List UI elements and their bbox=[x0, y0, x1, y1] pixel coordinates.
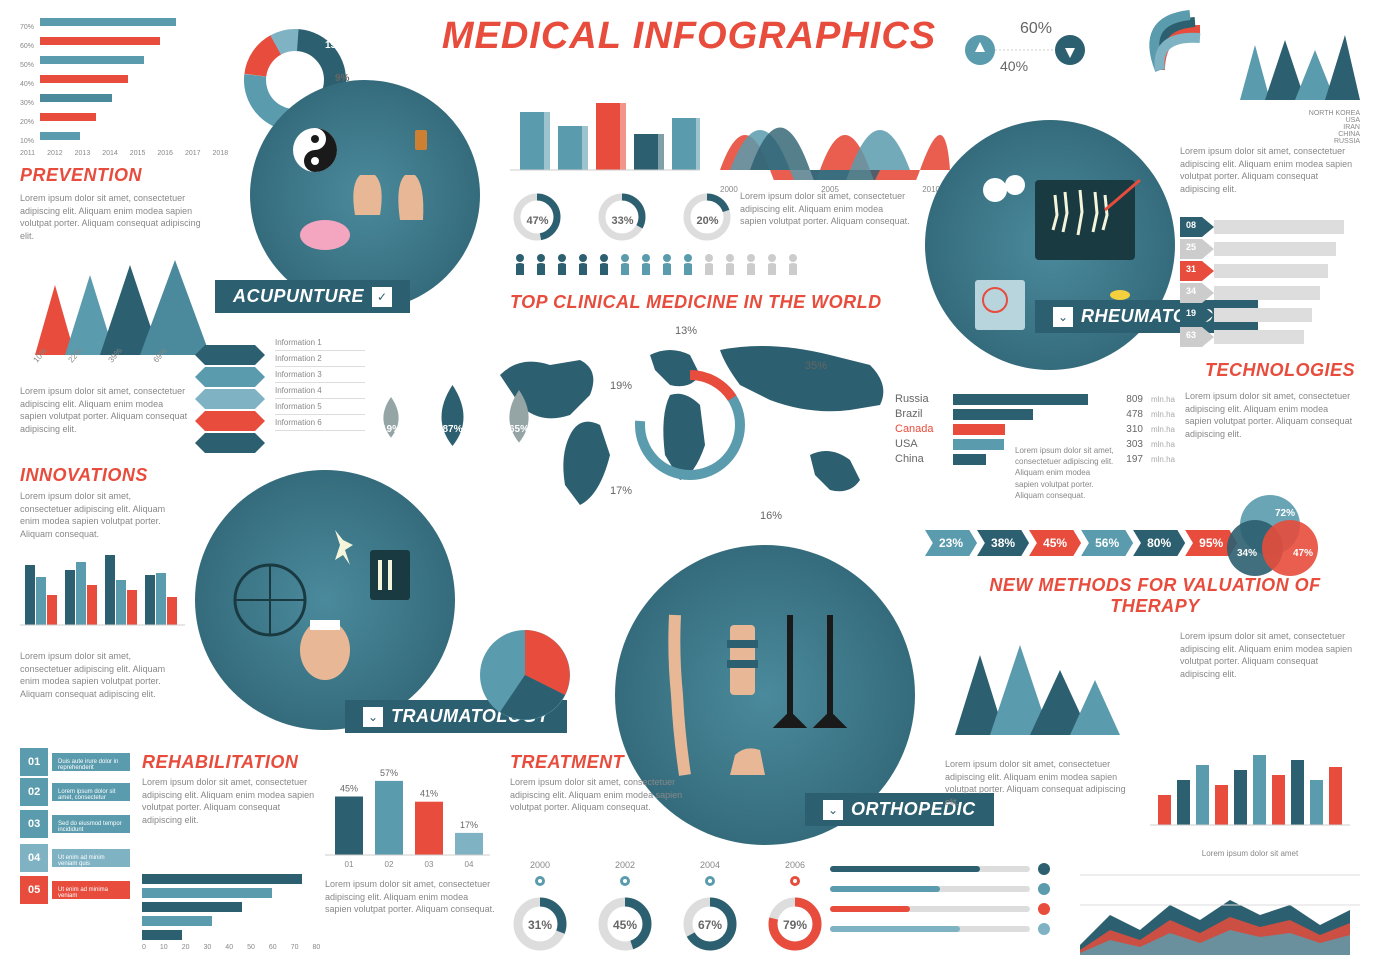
svg-text:04: 04 bbox=[465, 860, 474, 869]
triangle-peaks: NORTH KOREAUSAIRANCHINARUSSIA bbox=[1230, 30, 1360, 115]
rehab-hbars: 01020304050607080 bbox=[142, 870, 320, 951]
therapy-triangles bbox=[945, 625, 1165, 750]
tech-desc: Lorem ipsum dolor sit amet, consectetuer… bbox=[1185, 390, 1355, 440]
area-chart bbox=[1080, 855, 1360, 970]
prevention-hbars: 70%60%50%40%30%20%10% 201120122013201420… bbox=[20, 15, 220, 157]
prevention-triangles: 10% 22% 39% 69% bbox=[20, 255, 210, 380]
chevron-down-icon: ⌄ bbox=[1053, 307, 1073, 327]
donuts-desc: Lorem ipsum dolor sit amet, consectetuer… bbox=[740, 190, 910, 228]
drops: 19%87%65% bbox=[372, 380, 543, 435]
innov-desc2: Lorem ipsum dolor sit amet, consectetuer… bbox=[20, 650, 180, 700]
innovations-title: INNOVATIONS bbox=[20, 465, 148, 486]
rehab-title: REHABILITATION bbox=[142, 752, 298, 773]
chevron-down-icon: ⌄ bbox=[363, 707, 383, 727]
svg-text:45%: 45% bbox=[613, 918, 637, 932]
acupuncture-label: ACUPUNTURE ✓ bbox=[215, 280, 410, 313]
info-list: Information 1Information 2Information 3I… bbox=[275, 335, 365, 431]
innovations-bars bbox=[20, 530, 185, 645]
therapy-desc2: Lorem ipsum dolor sit amet, consectetuer… bbox=[945, 758, 1135, 808]
prevention-desc2: Lorem ipsum dolor sit amet, consectetuer… bbox=[20, 385, 190, 435]
chevron-down-icon: ⌄ bbox=[823, 800, 843, 820]
rehab-nums: 01Duis aute irure dolor in reprehenderit… bbox=[20, 746, 130, 906]
acupuncture-circle bbox=[250, 80, 480, 310]
therapy-desc: Lorem ipsum dolor sit amet, consectetuer… bbox=[1180, 630, 1355, 680]
svg-text:67%: 67% bbox=[698, 918, 722, 932]
svg-text:17%: 17% bbox=[460, 820, 478, 830]
tech-desc2: Lorem ipsum dolor sit amet, consectetuer… bbox=[1015, 445, 1115, 501]
treat-desc: Lorem ipsum dolor sit amet, consectetuer… bbox=[510, 776, 700, 814]
traumatology-circle bbox=[195, 470, 455, 730]
rehab-desc: Lorem ipsum dolor sit amet, consectetuer… bbox=[142, 776, 317, 826]
top-bars bbox=[510, 70, 700, 185]
svg-text:57%: 57% bbox=[380, 768, 398, 778]
treatment-pie bbox=[470, 620, 580, 735]
treatment-donuts: 200031%200245%200467%200679% bbox=[510, 860, 825, 959]
therapy-sliders bbox=[830, 855, 1050, 943]
top-arrows: 60% 40% bbox=[960, 20, 1090, 85]
spiral-desc: Lorem ipsum dolor sit amet, consectetuer… bbox=[1180, 145, 1355, 195]
map-title: TOP CLINICAL MEDICINE IN THE WORLD bbox=[510, 292, 882, 313]
spiral-chart bbox=[1100, 10, 1220, 135]
svg-text:41%: 41% bbox=[420, 789, 438, 799]
svg-text:79%: 79% bbox=[783, 918, 807, 932]
svg-text:45%: 45% bbox=[340, 784, 358, 794]
top-waves: 200020052010 bbox=[720, 70, 950, 194]
therapy-title: NEW METHODS FOR VALUATION OF THERAPY bbox=[965, 575, 1345, 617]
svg-text:31%: 31% bbox=[528, 918, 552, 932]
top-donuts: 47%33%20% bbox=[510, 190, 735, 227]
treat-desc2: Lorem ipsum dolor sit amet, consectetuer… bbox=[325, 878, 495, 916]
treatment-bars: 45% 01 57% 02 41% 03 17% 04 bbox=[325, 760, 490, 875]
check-icon: ✓ bbox=[372, 287, 392, 307]
chevron-row: 23%38%45%56%80%95% bbox=[925, 530, 1237, 556]
people-icons bbox=[510, 250, 810, 285]
therapy-bars: Lorem ipsum dolor sit amet bbox=[1150, 720, 1350, 858]
venn: 72% 34% 47% bbox=[1215, 490, 1345, 585]
svg-text:03: 03 bbox=[425, 860, 434, 869]
svg-text:01: 01 bbox=[345, 860, 354, 869]
treatment-title: TREATMENT bbox=[510, 752, 624, 773]
side-arrows: 082531341963 bbox=[1180, 215, 1344, 349]
prevention-section: PREVENTION Lorem ipsum dolor sit amet, c… bbox=[20, 165, 210, 242]
hexagon-stack bbox=[195, 335, 265, 460]
svg-text:02: 02 bbox=[385, 860, 394, 869]
tech-title: TECHNOLOGIES bbox=[1115, 360, 1355, 381]
